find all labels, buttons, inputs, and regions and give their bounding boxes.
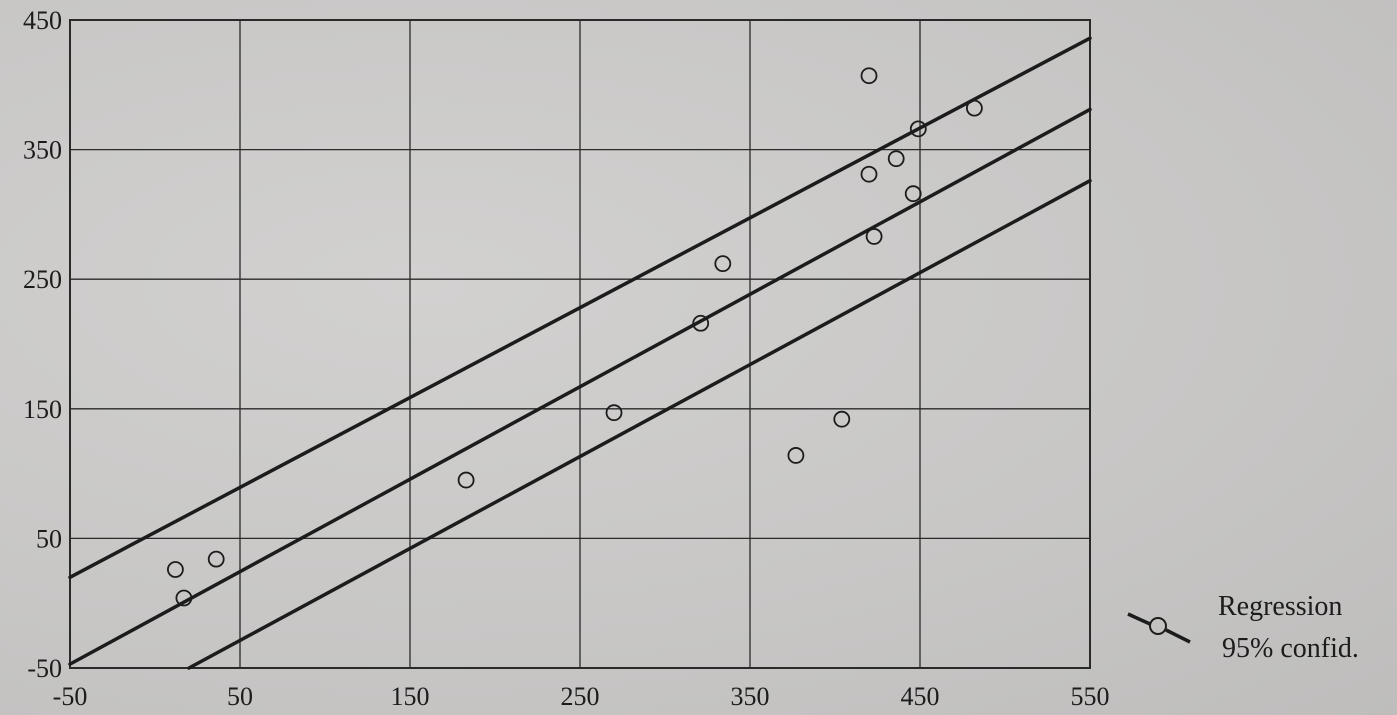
data-point (889, 151, 904, 166)
data-point (715, 256, 730, 271)
data-point (168, 562, 183, 577)
legend-label-confidence: 95% confid. (1222, 633, 1359, 664)
data-point (862, 167, 877, 182)
data-point (209, 552, 224, 567)
data-points (168, 68, 982, 605)
data-point (867, 229, 882, 244)
legend-label-regression: Regression (1218, 591, 1342, 622)
x-tick-label: 350 (731, 682, 770, 711)
x-tick-label: 450 (901, 682, 940, 711)
legend-marker (1150, 618, 1166, 634)
y-tick-label: 150 (23, 395, 62, 424)
x-tick-label: 50 (227, 682, 253, 711)
confidence-band-line (189, 181, 1090, 668)
data-point (834, 412, 849, 427)
y-tick-label: -50 (27, 654, 62, 683)
legend: Regression 95% confid. (1128, 591, 1359, 664)
data-point (607, 405, 622, 420)
legend-line-left (1128, 614, 1150, 624)
y-tick-label: 450 (23, 6, 62, 35)
x-tick-label: 150 (391, 682, 430, 711)
legend-line-right (1166, 630, 1190, 642)
y-tick-label: 250 (23, 265, 62, 294)
x-tick-label: -50 (53, 682, 88, 711)
data-point (906, 186, 921, 201)
data-point (788, 448, 803, 463)
data-point (459, 473, 474, 488)
y-tick-label: 50 (36, 524, 62, 553)
data-point (967, 101, 982, 116)
x-tick-label: 250 (561, 682, 600, 711)
data-point (862, 68, 877, 83)
y-tick-label: 350 (23, 136, 62, 165)
x-tick-label: 550 (1071, 682, 1110, 711)
